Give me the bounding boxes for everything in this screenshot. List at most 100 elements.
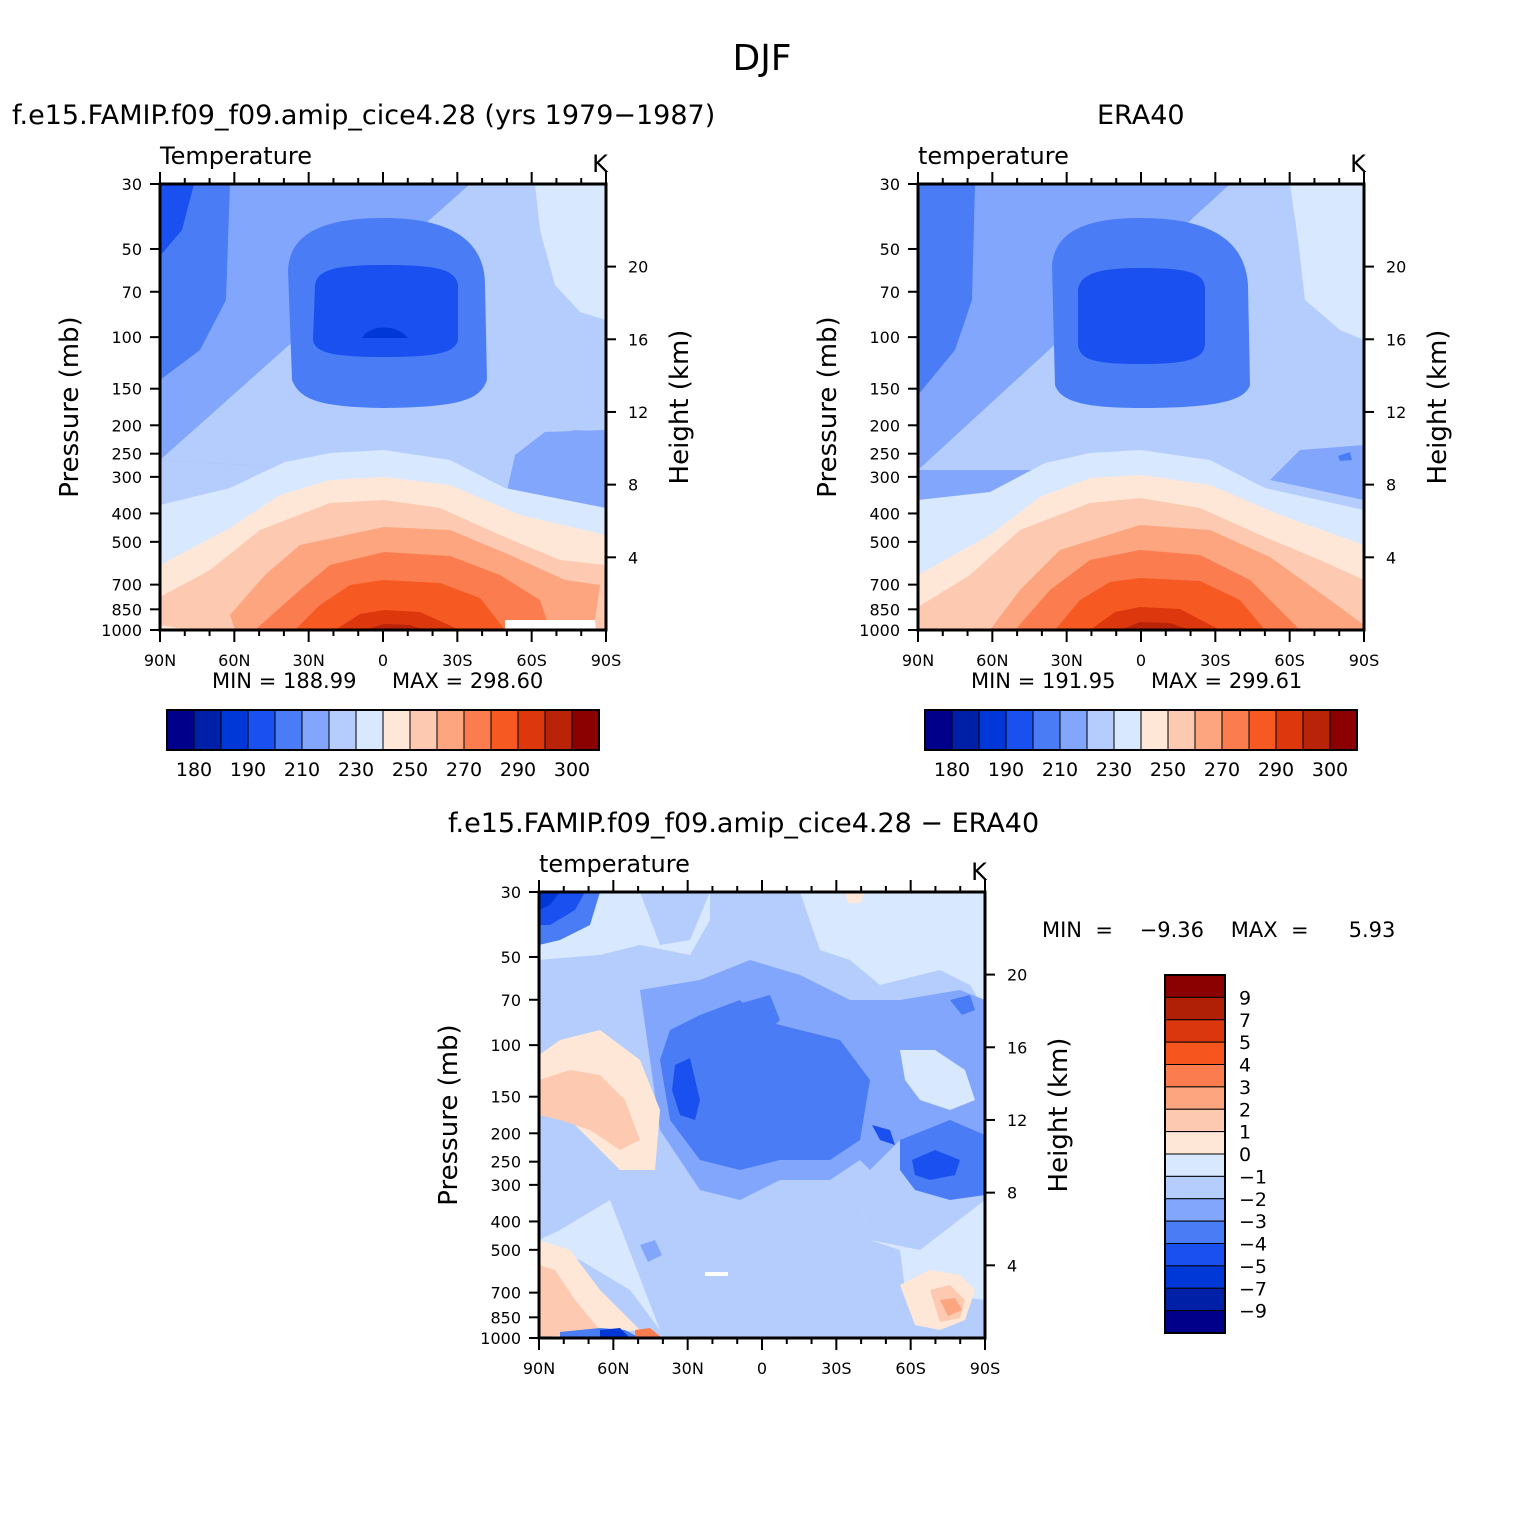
diff-colorbar-label: −3 bbox=[1239, 1211, 1267, 1233]
model-case-title: f.e15.FAMIP.f09_f09.amip_cice4.28 (yrs 1… bbox=[12, 100, 716, 131]
diff-y2-tick-label: 4 bbox=[1007, 1256, 1017, 1275]
model-y-axis-label: Pressure (mb) bbox=[55, 316, 85, 497]
model-colorbar-label: 180 bbox=[176, 759, 212, 781]
diff-colorbar-box bbox=[1164, 1086, 1226, 1110]
obs-colorbar-box bbox=[1248, 709, 1277, 751]
model-variable-title: Temperature bbox=[159, 142, 312, 170]
model-colorbar-label: 250 bbox=[392, 759, 428, 781]
obs-colorbar-box bbox=[1059, 709, 1088, 751]
diff-colorbar-label: −9 bbox=[1239, 1301, 1267, 1323]
model-colorbar-box bbox=[409, 709, 438, 751]
model-y-tick-label: 1000 bbox=[101, 621, 142, 640]
model-y-tick-label: 300 bbox=[111, 468, 142, 487]
diff-y-tick-label: 30 bbox=[501, 883, 521, 902]
obs-x-tick-label: 30S bbox=[1200, 651, 1231, 670]
model-colorbar-box bbox=[490, 709, 519, 751]
obs-colorbar-box bbox=[1032, 709, 1061, 751]
diff-x-tick-label: 60S bbox=[895, 1359, 926, 1378]
obs-y-tick-label: 400 bbox=[869, 504, 900, 523]
obs-x-tick-label: 0 bbox=[1136, 651, 1146, 670]
model-colorbar-box bbox=[544, 709, 573, 751]
diff-colorbar-box bbox=[1164, 1153, 1226, 1177]
diff-y2-axis-label: Height (km) bbox=[1044, 1038, 1074, 1193]
model-colorbar-box bbox=[193, 709, 222, 751]
diff-colorbar-box bbox=[1164, 1310, 1226, 1334]
diff-colorbar-label: 5 bbox=[1239, 1032, 1251, 1054]
model-colorbar-label: 290 bbox=[500, 759, 536, 781]
diff-y2-tick-label: 12 bbox=[1007, 1111, 1027, 1130]
model-colorbar-box bbox=[463, 709, 492, 751]
diff-x-tick-label: 90S bbox=[970, 1359, 1001, 1378]
diff-y-tick-label: 400 bbox=[490, 1212, 521, 1231]
model-y-tick-label: 50 bbox=[122, 240, 142, 259]
obs-y2-tick-label: 4 bbox=[1386, 548, 1396, 567]
obs-y-tick-label: 50 bbox=[880, 240, 900, 259]
obs-y-tick-label: 200 bbox=[869, 416, 900, 435]
obs-colorbar-label: 290 bbox=[1258, 759, 1294, 781]
obs-y-tick-label: 250 bbox=[869, 445, 900, 464]
diff-x-tick-label: 0 bbox=[757, 1359, 767, 1378]
diff-colorbar-label: 7 bbox=[1239, 1010, 1251, 1032]
obs-case-title: ERA40 bbox=[1097, 100, 1185, 131]
obs-colorbar-box bbox=[1167, 709, 1196, 751]
model-colorbar-box bbox=[301, 709, 330, 751]
obs-x-tick-label: 90S bbox=[1349, 651, 1380, 670]
page-title: DJF bbox=[732, 38, 792, 79]
model-x-tick-label: 60N bbox=[218, 651, 250, 670]
diff-y2-tick-label: 8 bbox=[1007, 1184, 1017, 1203]
diff-colorbar-label: 9 bbox=[1239, 987, 1251, 1009]
obs-y-tick-label: 500 bbox=[869, 533, 900, 552]
obs-colorbar-box bbox=[978, 709, 1007, 751]
model-y2-tick-label: 16 bbox=[628, 330, 648, 349]
diff-y-tick-label: 50 bbox=[501, 948, 521, 967]
obs-max-label: MAX = 299.61 bbox=[1151, 669, 1303, 693]
diff-case-title: f.e15.FAMIP.f09_f09.amip_cice4.28 − ERA4… bbox=[448, 808, 1040, 839]
model-colorbar-box bbox=[328, 709, 357, 751]
diff-colorbar-box bbox=[1164, 1198, 1226, 1222]
obs-y-tick-label: 70 bbox=[880, 283, 900, 302]
obs-colorbar-label: 230 bbox=[1096, 759, 1132, 781]
obs-y2-tick-label: 12 bbox=[1386, 403, 1406, 422]
diff-colorbar-label: 1 bbox=[1239, 1122, 1251, 1144]
model-y2-tick-label: 8 bbox=[628, 476, 638, 495]
obs-colorbar-box bbox=[951, 709, 980, 751]
obs-colorbar-label: 180 bbox=[934, 759, 970, 781]
model-y-tick-label: 70 bbox=[122, 283, 142, 302]
diff-y-tick-label: 1000 bbox=[480, 1329, 521, 1348]
obs-y-tick-label: 100 bbox=[869, 328, 900, 347]
model-colorbar-box bbox=[220, 709, 249, 751]
model-x-tick-label: 60S bbox=[516, 651, 547, 670]
obs-colorbar-box bbox=[1113, 709, 1142, 751]
diff-colorbar-label: −1 bbox=[1239, 1166, 1267, 1188]
model-y-tick-label: 700 bbox=[111, 576, 142, 595]
model-colorbar-box bbox=[571, 709, 600, 751]
diff-colorbar-box bbox=[1164, 974, 1226, 998]
model-y-tick-label: 400 bbox=[111, 504, 142, 523]
obs-units-label: K bbox=[1350, 150, 1367, 178]
diff-y-tick-label: 850 bbox=[490, 1308, 521, 1327]
diff-colorbar-box bbox=[1164, 1287, 1226, 1312]
obs-y-tick-label: 300 bbox=[869, 468, 900, 487]
diff-colorbar-box bbox=[1164, 1243, 1226, 1267]
model-colorbar-box bbox=[355, 709, 384, 751]
diff-colorbar-box bbox=[1164, 1175, 1226, 1200]
obs-colorbar-box bbox=[924, 709, 953, 751]
obs-colorbar-box bbox=[1194, 709, 1223, 751]
obs-colorbar-label: 210 bbox=[1042, 759, 1078, 781]
model-x-tick-label: 90N bbox=[144, 651, 176, 670]
diff-colorbar-box bbox=[1164, 1064, 1226, 1088]
obs-colorbar-label: 300 bbox=[1312, 759, 1348, 781]
obs-y-tick-label: 700 bbox=[869, 576, 900, 595]
model-colorbar-frame bbox=[166, 709, 600, 751]
diff-y-tick-label: 300 bbox=[490, 1176, 521, 1195]
diff-y-tick-label: 500 bbox=[490, 1241, 521, 1260]
obs-colorbar-frame bbox=[924, 709, 1358, 751]
model-colorbar-box bbox=[517, 709, 546, 751]
obs-colorbar-label: 250 bbox=[1150, 759, 1186, 781]
obs-contour-field bbox=[918, 184, 1364, 630]
diff-y-tick-label: 250 bbox=[490, 1153, 521, 1172]
obs-y2-tick-label: 8 bbox=[1386, 476, 1396, 495]
model-colorbar-label: 230 bbox=[338, 759, 374, 781]
diff-colorbar-label: −7 bbox=[1239, 1278, 1267, 1300]
diff-y-tick-label: 100 bbox=[490, 1036, 521, 1055]
